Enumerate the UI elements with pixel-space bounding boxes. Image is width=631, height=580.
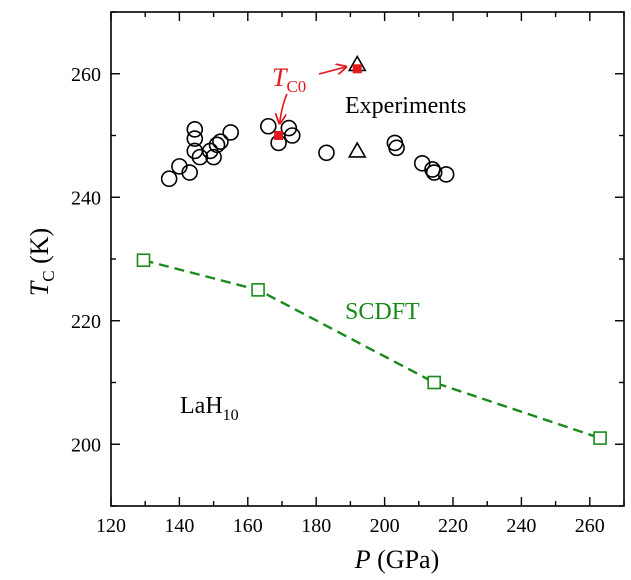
experiment-point	[181, 164, 198, 181]
experiment-point	[437, 166, 455, 183]
tc0-arrow-2	[318, 67, 346, 74]
series-open-square	[136, 253, 607, 445]
experiment-point	[212, 133, 229, 150]
experiment-point	[280, 119, 298, 137]
y-tick-label: 200	[71, 434, 101, 456]
axis-ticks	[110, 11, 625, 507]
x-tick-labels: 120 140 160 180 200 220 240 260	[96, 515, 605, 537]
series-layer	[136, 54, 607, 445]
scdft-label: SCDFT	[345, 299, 420, 325]
experiment-point	[283, 127, 301, 144]
y-axis-label: TC (K)	[25, 228, 58, 296]
experiment-point	[260, 117, 277, 135]
x-tick-label: 160	[233, 515, 263, 537]
plot-frame	[110, 11, 625, 507]
experiment-point	[186, 130, 204, 147]
series-filled-square	[274, 64, 362, 140]
experiment-point	[160, 170, 178, 188]
tc0-arrow-1	[280, 93, 288, 124]
x-tick-label: 180	[301, 515, 331, 537]
x-tick-label: 120	[96, 515, 126, 537]
experiment-point	[186, 121, 204, 138]
tc0-label: TC0	[272, 63, 306, 96]
x-tick-label: 240	[506, 515, 536, 537]
x-axis-label: P (GPa)	[354, 545, 439, 574]
y-tick-label: 260	[71, 64, 101, 86]
scdft-point	[593, 431, 607, 445]
x-tick-label: 140	[164, 515, 194, 537]
experiment-point	[318, 144, 335, 162]
tc0-arrows	[280, 67, 347, 124]
y-tick-label: 240	[71, 187, 101, 209]
tc0-point	[274, 131, 284, 140]
experiment-point	[388, 139, 405, 157]
experiment-point	[205, 148, 222, 166]
experiments-label: Experiments	[345, 93, 466, 119]
x-tick-label: 200	[370, 515, 400, 537]
series-circle	[160, 117, 455, 188]
scdft-line	[143, 259, 601, 440]
tc0-point	[352, 64, 362, 74]
y-tick-labels: 200 220 240 260	[71, 64, 101, 457]
y-tick-label: 220	[71, 311, 101, 333]
x-tick-label: 260	[575, 515, 605, 537]
scdft-point	[427, 375, 441, 390]
experiment-point	[222, 124, 239, 141]
scdft-point	[251, 283, 265, 297]
triangle-point	[347, 141, 367, 158]
x-tick-label: 220	[438, 515, 468, 537]
experiment-point	[425, 164, 443, 181]
scdft-point	[136, 253, 151, 268]
experiment-point	[208, 136, 226, 154]
material-label: LaH10	[180, 393, 239, 424]
